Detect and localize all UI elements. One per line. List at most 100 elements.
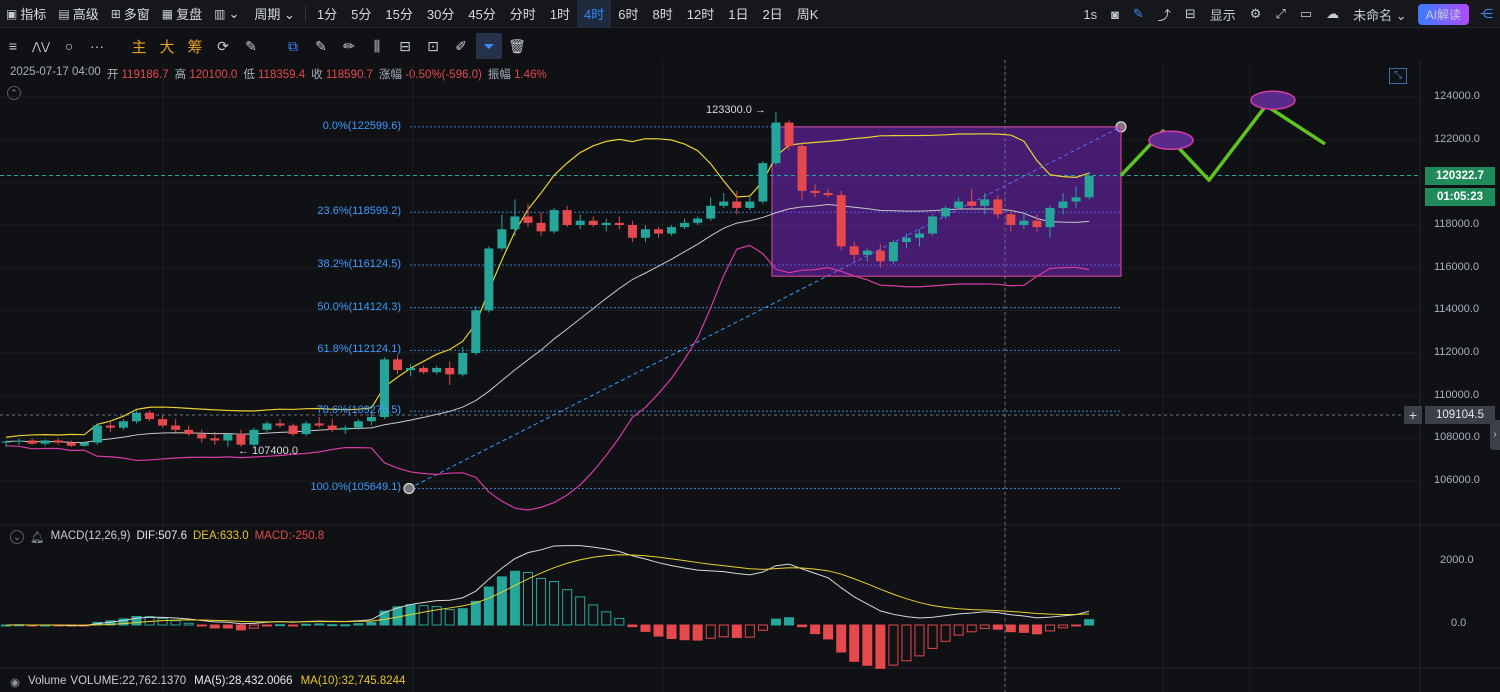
- collapse-macd-icon[interactable]: ⌄: [10, 530, 24, 544]
- volume-title: Volume: [28, 675, 67, 687]
- fib-level-label: 23.6%(118599.2): [317, 205, 401, 218]
- macd-histogram-bar: [457, 608, 468, 626]
- timeframe-tab[interactable]: 5分: [351, 7, 372, 22]
- macd-histogram-bar: [1045, 624, 1055, 632]
- macd-histogram-bar: [653, 624, 664, 637]
- add-alert-icon[interactable]: +: [1404, 406, 1422, 424]
- more-icon[interactable]: ···: [90, 38, 104, 54]
- toolbar-item-4[interactable]: ▥ ⌄: [208, 0, 245, 28]
- collapse-info-icon[interactable]: ⌃: [7, 86, 21, 100]
- note-icon[interactable]: ⊡: [427, 37, 439, 54]
- macd-histogram-bar: [797, 624, 808, 628]
- toolbar-item-5[interactable]: 周期 ⌄: [245, 0, 301, 28]
- timeframe-tab[interactable]: 8时: [652, 7, 673, 22]
- toolbar-item-3[interactable]: ▦ 复盘: [156, 0, 208, 28]
- macd-histogram-bar: [1031, 624, 1042, 635]
- candle-body: [458, 353, 468, 375]
- ruler-icon[interactable]: ✎: [315, 37, 327, 54]
- pencil-icon[interactable]: ✏: [343, 37, 355, 54]
- toolbar-item-1[interactable]: ▤ 高级: [52, 0, 104, 28]
- settings-icon[interactable]: ⚙: [1249, 6, 1262, 21]
- copy-tool-icon[interactable]: ⧉: [288, 37, 298, 54]
- candle-body: [249, 429, 259, 445]
- circle-icon[interactable]: ○: [64, 38, 74, 54]
- candle-body: [862, 250, 872, 255]
- candle-body: [758, 163, 768, 202]
- refresh-rate-button[interactable]: 1s: [1083, 6, 1098, 22]
- toolbar-divider: [304, 5, 306, 22]
- price-tick: 110000.0: [1434, 388, 1480, 401]
- macd-histogram-bar: [601, 611, 612, 626]
- sync-icon[interactable]: ⟳: [217, 37, 229, 54]
- candle-body: [314, 423, 324, 426]
- timeframe-tab[interactable]: 2日: [762, 7, 783, 22]
- pen-icon[interactable]: ✎: [1132, 6, 1144, 21]
- toolbar-item-0[interactable]: ▣ 指标: [0, 0, 52, 28]
- ai-interpret-button[interactable]: AI解读: [1417, 3, 1469, 25]
- display-button[interactable]: 显示: [1209, 7, 1236, 23]
- magnet-icon[interactable]: ✐: [455, 37, 467, 54]
- timeframe-tab[interactable]: 1日: [728, 7, 749, 22]
- macd-histogram-bar: [705, 624, 716, 639]
- price-tick: 108000.0: [1434, 431, 1480, 444]
- macd-histogram-bar: [536, 577, 547, 626]
- macd-value: MACD:-250.8: [254, 530, 325, 542]
- scroll-right-icon[interactable]: ›: [1490, 420, 1500, 450]
- macd-dea: DEA:633.0: [193, 530, 249, 542]
- candle-tool-icon[interactable]: ⫼: [373, 37, 381, 54]
- timeframe-tab[interactable]: 30分: [426, 7, 455, 22]
- eye-icon[interactable]: ◉: [10, 677, 21, 689]
- toolbar-item-label: 周期 ⌄: [254, 7, 295, 22]
- timeframe-tab[interactable]: 6时: [618, 7, 639, 22]
- chips-button[interactable]: 筹: [187, 38, 203, 56]
- timeframe-tab[interactable]: 1分: [316, 7, 338, 22]
- menu-icon[interactable]: ≡: [8, 38, 18, 54]
- main-chart-button[interactable]: 主: [131, 38, 147, 56]
- indicator-icon: ▣: [6, 6, 18, 21]
- timeframe-tab[interactable]: 分时: [509, 7, 536, 22]
- amplitude-value: 1.46%: [514, 69, 547, 81]
- candle-body: [627, 225, 637, 238]
- timeframe-tab[interactable]: 12时: [686, 7, 715, 22]
- timeframe-tab[interactable]: 4时: [577, 0, 612, 28]
- layout-icon[interactable]: ▭: [1299, 6, 1313, 21]
- reply-icon[interactable]: ⤴: [1157, 7, 1171, 23]
- candle-body: [719, 201, 729, 206]
- cloud-icon[interactable]: ☁: [1326, 6, 1340, 21]
- low-label: 低: [243, 69, 255, 81]
- large-order-button[interactable]: 大: [159, 38, 175, 56]
- candle-body: [667, 227, 677, 234]
- share-icon[interactable]: ⋲: [1480, 6, 1493, 21]
- lock-icon[interactable]: ⊟: [399, 37, 411, 54]
- macd-histogram-bar: [640, 624, 651, 632]
- candle-body: [158, 419, 168, 426]
- macd-histogram-bar: [979, 624, 990, 629]
- amplitude-label: 振幅: [487, 69, 511, 81]
- macd-histogram-bar: [784, 617, 794, 626]
- candle-body: [210, 438, 220, 441]
- replay-icon: ▦: [161, 6, 174, 21]
- fullscreen-chart-icon[interactable]: ⤡: [1389, 68, 1407, 84]
- toolbar-item-label: ⌄: [228, 5, 240, 21]
- layout-name-dropdown[interactable]: 未命名 ⌄: [1353, 7, 1407, 23]
- macd-histogram-bar: [836, 624, 847, 653]
- camera-icon[interactable]: ◙: [1111, 6, 1119, 22]
- candle-body: [915, 233, 924, 238]
- timeframe-tab[interactable]: 周K: [796, 7, 819, 22]
- fullscreen-icon[interactable]: ⊟: [1184, 6, 1196, 21]
- toolbar-item-2[interactable]: ⊞ 多窗: [105, 0, 156, 28]
- timeframe-tab[interactable]: 45分: [468, 7, 496, 22]
- timeframe-tab[interactable]: 1时: [549, 7, 571, 22]
- wave-icon[interactable]: ⋀⋁: [31, 40, 51, 53]
- bell-icon[interactable]: 🔔︎: [30, 532, 45, 544]
- macd-histogram-bar: [849, 624, 860, 662]
- filter-icon[interactable]: ⏷: [476, 33, 502, 59]
- trash-icon[interactable]: 🗑: [508, 37, 526, 54]
- expand-icon[interactable]: ⤢: [1275, 6, 1286, 21]
- candle-body: [497, 229, 507, 249]
- chart-type-icon: ▥: [214, 6, 226, 21]
- brush-icon[interactable]: ✎: [245, 37, 257, 54]
- timeframe-tab[interactable]: 15分: [385, 7, 413, 22]
- macd-histogram-bar: [862, 624, 873, 666]
